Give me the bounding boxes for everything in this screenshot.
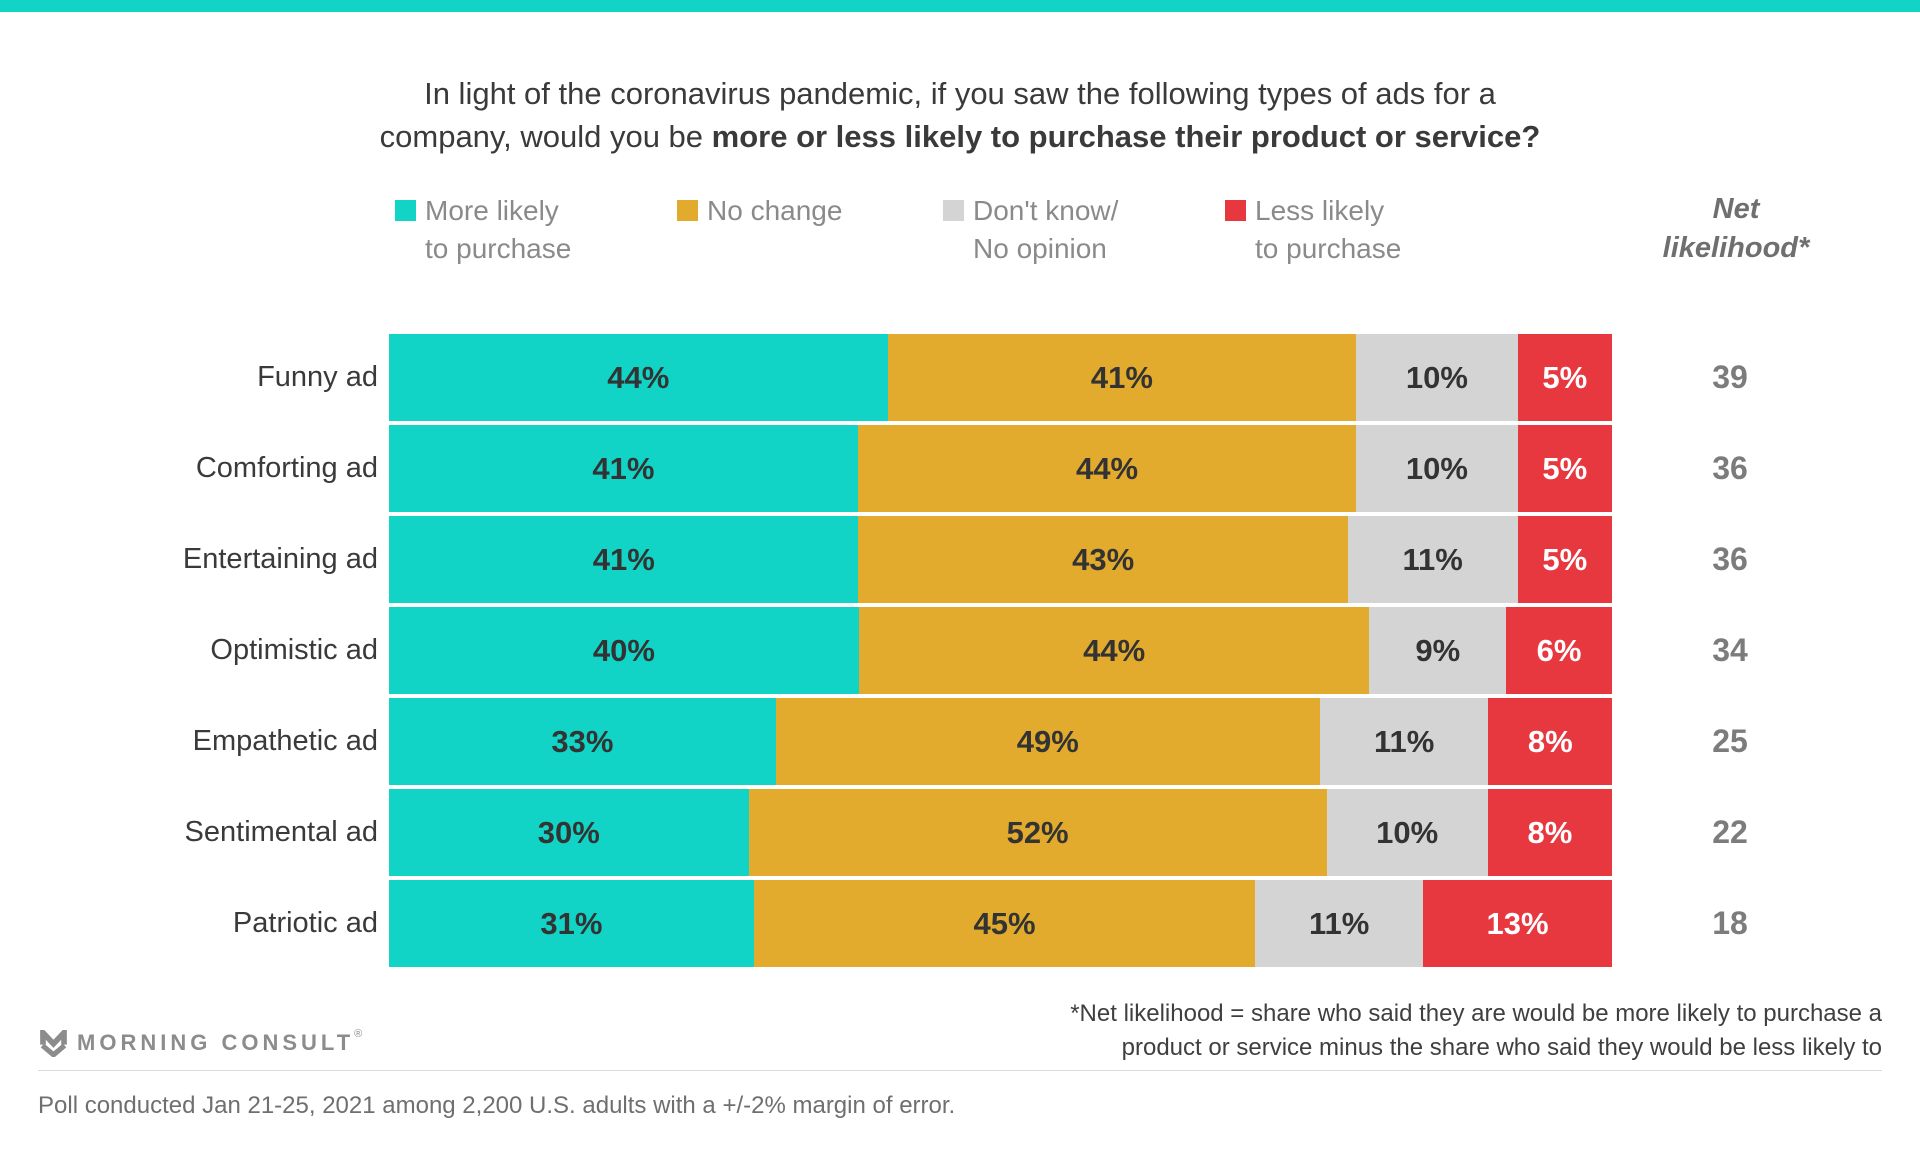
chart-title-line1: In light of the coronavirus pandemic, if…: [424, 76, 1496, 111]
segment-don-t-know-no-opinion: 10%: [1356, 334, 1518, 421]
morning-consult-logo-text: MORNING CONSULT: [77, 1030, 355, 1055]
segment-don-t-know-no-opinion: 11%: [1319, 698, 1489, 785]
segment-no-change: 49%: [775, 698, 1320, 785]
segment-more-likely-to-purchase: 44%: [389, 334, 888, 421]
legend-swatch-don-t-know: [943, 200, 964, 221]
legend-swatch-no-change: [677, 200, 698, 221]
segment-no-change: 44%: [858, 607, 1370, 694]
net-likelihood-header: Net likelihood*: [1626, 190, 1846, 268]
segment-less-likely-to-purchase: 8%: [1487, 789, 1612, 876]
net-likelihood-value: 34: [1712, 632, 1748, 668]
segment-no-change: 45%: [753, 880, 1256, 967]
legend-swatch-more-likely: [395, 200, 416, 221]
legend-item-no-change: No change: [677, 192, 842, 230]
stacked-bar: 31% 45% 11% 13%: [389, 880, 1613, 967]
bar-row-funny-ad: Funny ad 44% 41% 10% 5% 39: [0, 334, 1920, 421]
net-header-line2: likelihood*: [1662, 232, 1810, 264]
segment-no-change: 41%: [887, 334, 1357, 421]
segment-more-likely-to-purchase: 41%: [389, 425, 858, 512]
segment-don-t-know-no-opinion: 11%: [1255, 880, 1424, 967]
net-likelihood-footnote: *Net likelihood = share who said they ar…: [1070, 997, 1882, 1065]
segment-more-likely-to-purchase: 31%: [389, 880, 754, 967]
legend-label: Less likely to purchase: [1255, 195, 1402, 264]
segment-less-likely-to-purchase: 8%: [1488, 698, 1612, 785]
chart-title-line2: company, would you be more or less likel…: [379, 119, 1541, 154]
segment-less-likely-to-purchase: 5%: [1517, 334, 1612, 421]
stacked-bar: 30% 52% 10% 8%: [389, 789, 1612, 876]
segment-no-change: 44%: [857, 425, 1357, 512]
row-label: Patriotic ad: [232, 907, 378, 939]
net-likelihood-value: 25: [1712, 723, 1748, 759]
segment-less-likely-to-purchase: 13%: [1423, 880, 1613, 967]
row-label: Comforting ad: [195, 452, 378, 484]
footnote-line1: *Net likelihood = share who said they ar…: [1070, 1000, 1882, 1027]
row-label: Sentimental ad: [184, 816, 378, 848]
row-label: Empathetic ad: [192, 725, 378, 757]
net-likelihood-value: 18: [1712, 905, 1748, 941]
poll-methodology-note: Poll conducted Jan 21-25, 2021 among 2,2…: [38, 1092, 956, 1119]
net-likelihood-value: 36: [1712, 450, 1748, 486]
legend-swatch-less-likely: [1225, 200, 1246, 221]
row-label: Optimistic ad: [210, 634, 378, 666]
segment-less-likely-to-purchase: 5%: [1517, 516, 1612, 603]
segment-don-t-know-no-opinion: 10%: [1326, 789, 1488, 876]
bar-row-comforting-ad: Comforting ad 41% 44% 10% 5% 36: [0, 425, 1920, 512]
segment-more-likely-to-purchase: 33%: [389, 698, 776, 785]
segment-don-t-know-no-opinion: 10%: [1356, 425, 1518, 512]
morning-consult-logo-mark: [40, 1029, 67, 1057]
legend-label: No change: [707, 195, 843, 226]
legend-label: Don't know/No opinion: [973, 195, 1119, 264]
row-label: Funny ad: [257, 361, 378, 393]
row-label: Entertaining ad: [182, 543, 378, 575]
footer-divider: [38, 1070, 1882, 1071]
net-likelihood-value: 39: [1712, 359, 1748, 395]
stacked-bar: 44% 41% 10% 5%: [389, 334, 1612, 421]
legend-item-less-likely: Less likely to purchase: [1225, 192, 1401, 268]
chart-title: In light of the coronavirus pandemic, if…: [0, 72, 1920, 158]
segment-don-t-know-no-opinion: 9%: [1369, 607, 1507, 694]
bar-row-patriotic-ad: Patriotic ad 31% 45% 11% 13% 18: [0, 880, 1920, 967]
footnote-line2: product or service minus the share who s…: [1121, 1034, 1882, 1061]
net-header-line1: Net: [1712, 193, 1760, 225]
segment-more-likely-to-purchase: 41%: [389, 516, 859, 603]
segment-more-likely-to-purchase: 40%: [389, 607, 859, 694]
bar-row-entertaining-ad: Entertaining ad 41% 43% 11% 5% 36: [0, 516, 1920, 603]
segment-don-t-know-no-opinion: 11%: [1347, 516, 1518, 603]
legend-item-don-t-know: Don't know/No opinion: [943, 192, 1118, 268]
bar-row-empathetic-ad: Empathetic ad 33% 49% 11% 8% 25: [0, 698, 1920, 785]
top-accent-bar: [0, 0, 1920, 12]
stacked-bar-chart: Funny ad 44% 41% 10% 5% 39 Comforting ad 41% 44%…: [0, 334, 1920, 971]
registered-trademark: ®: [354, 1028, 363, 1040]
bar-row-optimistic-ad: Optimistic ad 40% 44% 9% 6% 34: [0, 607, 1920, 694]
net-likelihood-value: 22: [1712, 814, 1748, 850]
segment-no-change: 52%: [748, 789, 1327, 876]
segment-less-likely-to-purchase: 6%: [1506, 607, 1612, 694]
stacked-bar: 41% 43% 11% 5%: [389, 516, 1612, 603]
stacked-bar: 33% 49% 11% 8%: [389, 698, 1612, 785]
segment-no-change: 43%: [858, 516, 1348, 603]
stacked-bar: 40% 44% 9% 6%: [389, 607, 1612, 694]
segment-less-likely-to-purchase: 5%: [1517, 425, 1612, 512]
segment-more-likely-to-purchase: 30%: [389, 789, 749, 876]
stacked-bar: 41% 44% 10% 5%: [389, 425, 1612, 512]
legend-item-more-likely: More likely to purchase: [395, 192, 571, 268]
morning-consult-logo: MORNING CONSULT ®: [40, 1022, 362, 1064]
bar-row-sentimental-ad: Sentimental ad 30% 52% 10% 8% 22: [0, 789, 1920, 876]
legend-label: More likely to purchase: [425, 195, 572, 264]
net-likelihood-value: 36: [1712, 541, 1748, 577]
